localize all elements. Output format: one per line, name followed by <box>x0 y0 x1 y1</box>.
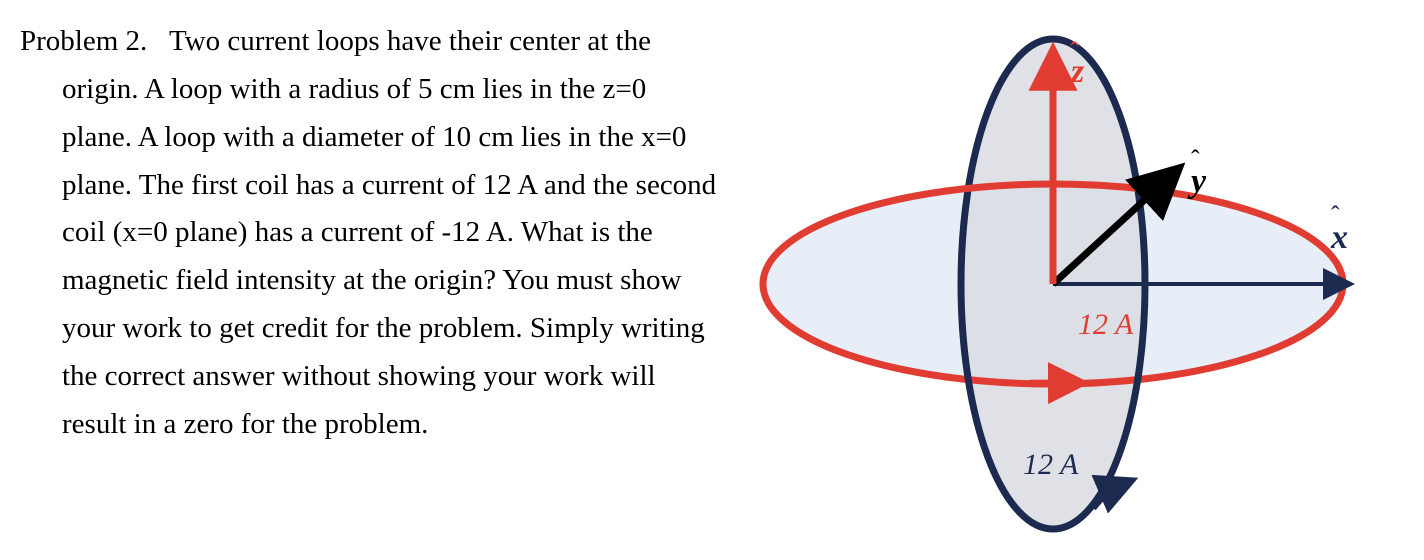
current-loops-figure: z ˆ y ˆ x ˆ 12 A 12 A <box>743 24 1383 544</box>
vertical-loop-current-label: 12 A <box>1023 448 1079 481</box>
figure-container: z ˆ y ˆ x ˆ 12 A 12 A <box>730 18 1396 542</box>
problem-text-block: Problem 2. Two current loops have their … <box>20 18 730 542</box>
svg-text:ˆ: ˆ <box>1191 145 1200 174</box>
y-axis-label: y ˆ <box>1187 145 1207 200</box>
svg-text:ˆ: ˆ <box>1070 37 1079 66</box>
svg-text:ˆ: ˆ <box>1331 201 1340 230</box>
x-axis-label: x ˆ <box>1330 201 1348 256</box>
problem-paragraph: Problem 2. Two current loops have their … <box>20 18 720 449</box>
horizontal-loop-current-label: 12 A <box>1078 308 1134 341</box>
problem-label: Problem 2. <box>20 25 147 57</box>
problem-body: Two current loops have their center at t… <box>62 25 716 440</box>
z-axis-label: z ˆ <box>1070 37 1085 90</box>
